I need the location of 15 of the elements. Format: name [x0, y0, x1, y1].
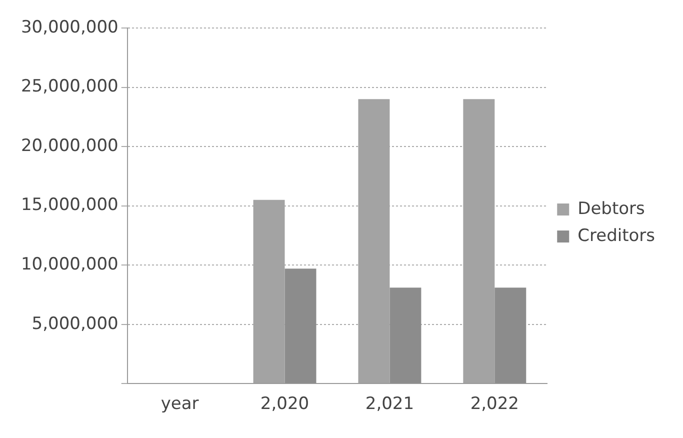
y-tick-label: 25,000,000	[20, 76, 118, 97]
x-tick-label: 2,020	[260, 394, 310, 414]
y-tick-label: 5,000,000	[32, 314, 118, 334]
bar	[494, 288, 526, 384]
x-tick-label: year	[160, 394, 199, 414]
y-tick-label: 20,000,000	[20, 136, 118, 156]
x-tick-label: 2,022	[470, 394, 519, 414]
bar	[284, 268, 316, 384]
legend-label: Debtors	[578, 198, 646, 219]
legend-label: Creditors	[578, 226, 656, 246]
y-tick-label: 30,000,000	[20, 17, 118, 38]
x-tick-label: 2,021	[365, 394, 414, 414]
y-tick-label: 10,000,000	[20, 254, 118, 274]
bar	[390, 288, 422, 384]
y-tick-label: 15,000,000	[20, 195, 118, 216]
